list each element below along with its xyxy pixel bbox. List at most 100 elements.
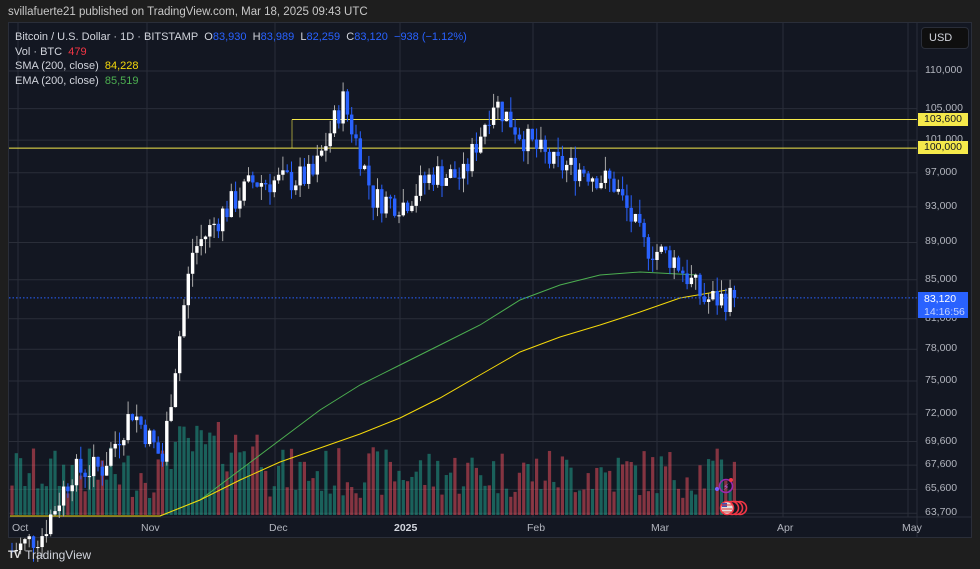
candle-body[interactable]: [302, 166, 307, 184]
candle-body[interactable]: [405, 202, 410, 212]
candle-body[interactable]: [410, 205, 414, 212]
candle-body[interactable]: [53, 511, 57, 515]
candle-body[interactable]: [251, 175, 255, 183]
candle-body[interactable]: [668, 250, 672, 268]
candle-body[interactable]: [496, 101, 500, 108]
candle-body[interactable]: [565, 164, 569, 171]
candle-body[interactable]: [698, 274, 702, 297]
candle-body[interactable]: [100, 466, 104, 476]
candle-body[interactable]: [728, 287, 732, 313]
candle-body[interactable]: [719, 293, 724, 306]
candle-body[interactable]: [560, 155, 565, 171]
candle-body[interactable]: [341, 91, 345, 124]
candle-body[interactable]: [328, 133, 332, 147]
candle-body[interactable]: [586, 173, 590, 182]
candle-body[interactable]: [470, 143, 474, 172]
candle-body[interactable]: [307, 163, 311, 184]
candle-body[interactable]: [457, 177, 461, 179]
candle-body[interactable]: [431, 174, 436, 185]
candle-body[interactable]: [547, 151, 552, 164]
candle-body[interactable]: [70, 485, 74, 492]
candle-body[interactable]: [608, 170, 612, 179]
candle-body[interactable]: [109, 448, 113, 466]
candle-body[interactable]: [513, 127, 517, 135]
candle-body[interactable]: [272, 180, 276, 193]
candle-body[interactable]: [354, 134, 358, 139]
candle-body[interactable]: [397, 215, 401, 217]
candle-body[interactable]: [242, 181, 246, 201]
candle-body[interactable]: [702, 296, 706, 302]
candle-body[interactable]: [375, 189, 380, 208]
candle-body[interactable]: [448, 169, 453, 178]
candle-body[interactable]: [491, 107, 496, 125]
candle-body[interactable]: [44, 534, 49, 537]
candle-body[interactable]: [504, 111, 509, 122]
candle-body[interactable]: [380, 189, 384, 214]
candle-body[interactable]: [130, 414, 135, 421]
candle-body[interactable]: [711, 291, 715, 300]
candle-body[interactable]: [152, 430, 156, 443]
economic-event-icon[interactable]: [718, 478, 734, 494]
candle-body[interactable]: [676, 257, 681, 271]
candle-body[interactable]: [27, 536, 31, 540]
candle-body[interactable]: [165, 420, 169, 462]
candle-body[interactable]: [706, 299, 711, 302]
candle-body[interactable]: [195, 246, 199, 253]
candle-body[interactable]: [229, 191, 233, 218]
candle-body[interactable]: [543, 139, 547, 152]
candle-body[interactable]: [659, 246, 663, 252]
candle-body[interactable]: [298, 166, 302, 186]
candle-body[interactable]: [483, 124, 487, 137]
candle-body[interactable]: [255, 182, 259, 187]
candle-body[interactable]: [173, 373, 178, 408]
candle-body[interactable]: [182, 305, 186, 337]
candle-body[interactable]: [208, 225, 212, 237]
candle-body[interactable]: [466, 163, 470, 172]
candle-body[interactable]: [83, 472, 87, 477]
candle-body[interactable]: [74, 458, 79, 486]
candle-body[interactable]: [440, 166, 444, 186]
candle-body[interactable]: [14, 550, 18, 552]
candle-body[interactable]: [509, 111, 513, 128]
candle-body[interactable]: [453, 169, 457, 178]
candle-body[interactable]: [371, 185, 375, 208]
footer-branding[interactable]: TV TradingView: [8, 548, 91, 562]
candle-body[interactable]: [337, 110, 341, 124]
candle-body[interactable]: [66, 486, 70, 492]
candle-body[interactable]: [612, 178, 616, 192]
candle-body[interactable]: [534, 139, 539, 149]
candle-body[interactable]: [117, 443, 122, 446]
candle-body[interactable]: [694, 274, 698, 278]
candle-body[interactable]: [31, 536, 36, 548]
candle-body[interactable]: [556, 151, 560, 156]
candle-body[interactable]: [724, 293, 728, 313]
candle-body[interactable]: [160, 453, 165, 462]
candle-body[interactable]: [427, 174, 431, 184]
candle-body[interactable]: [522, 139, 526, 152]
candle-body[interactable]: [620, 189, 625, 196]
currency-button[interactable]: USD: [921, 27, 969, 49]
candle-body[interactable]: [23, 539, 27, 544]
candle-body[interactable]: [40, 536, 44, 548]
candle-body[interactable]: [418, 175, 423, 196]
candle-body[interactable]: [178, 336, 182, 374]
candle-body[interactable]: [285, 170, 289, 172]
candle-body[interactable]: [629, 207, 633, 222]
candle-body[interactable]: [663, 246, 668, 251]
candle-body[interactable]: [517, 134, 522, 140]
candle-body[interactable]: [135, 416, 139, 421]
candle-body[interactable]: [681, 270, 685, 274]
candle-body[interactable]: [139, 416, 143, 425]
candle-body[interactable]: [603, 170, 608, 183]
candle-body[interactable]: [79, 458, 83, 473]
symbol-title[interactable]: Bitcoin / U.S. Dollar · 1D · BITSTAMP: [15, 31, 199, 43]
candle-body[interactable]: [732, 289, 737, 298]
candle-body[interactable]: [61, 486, 66, 506]
candle-body[interactable]: [281, 170, 285, 175]
candle-body[interactable]: [122, 440, 126, 446]
candle-body[interactable]: [315, 155, 319, 175]
candle-body[interactable]: [190, 252, 195, 274]
candle-body[interactable]: [57, 505, 61, 512]
candle-body[interactable]: [233, 191, 238, 209]
